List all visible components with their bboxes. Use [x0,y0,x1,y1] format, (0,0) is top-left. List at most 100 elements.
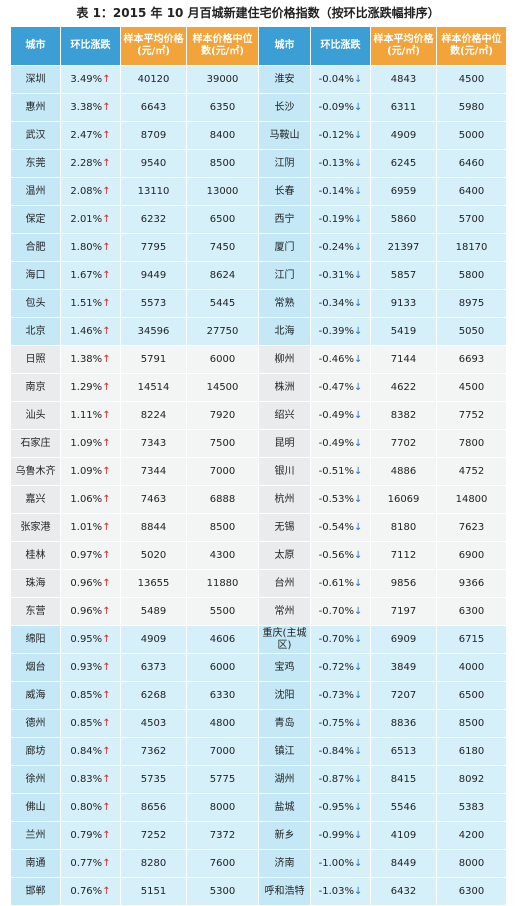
table-cell: -0.34% [310,289,371,318]
table-cell: 7795 [120,233,187,262]
table-cell: 1.67% [60,261,121,290]
table-cell: -0.19% [310,205,371,234]
table-cell: 湖州 [258,765,311,794]
table-cell: 5735 [120,765,187,794]
table-cell: 5050 [436,317,507,346]
table-cell: 13000 [186,177,259,206]
table-cell: 5383 [436,793,507,822]
table-cell: 合肥 [10,233,61,262]
table-cell: 0.95% [60,625,121,654]
table-cell: 重庆(主城区) [258,625,311,654]
table-cell: 8092 [436,765,507,794]
table-cell: 昆明 [258,429,311,458]
table-cell: 桂林 [10,541,61,570]
table-cell: -0.56% [310,541,371,570]
table-cell: 1.01% [60,513,121,542]
table-cell: 9366 [436,569,507,598]
table-cell: 4843 [370,65,437,94]
table-cell: 1.06% [60,485,121,514]
table-cell: 东营 [10,597,61,626]
table-cell: 8836 [370,709,437,738]
table-cell: 14500 [186,373,259,402]
table-cell: 淮安 [258,65,311,94]
table-cell: -0.73% [310,681,371,710]
table-cell: 0.93% [60,653,121,682]
table-cell: 0.76% [60,877,121,906]
table-cell: 5151 [120,877,187,906]
table-cell: -0.12% [310,121,371,150]
table-cell: -0.47% [310,373,371,402]
page: 表 1：2015 年 10 月百城新建住宅价格指数（按环比涨跌幅排序） 城市 环比… [0,0,516,590]
table-cell: 0.80% [60,793,121,822]
table-cell: 0.84% [60,737,121,766]
table-cell: 盐城 [258,793,311,822]
table-cell: 5857 [370,261,437,290]
table-cell: 南京 [10,373,61,402]
table-cell: 7207 [370,681,437,710]
table-cell: 6888 [186,485,259,514]
table-cell: 绍兴 [258,401,311,430]
table-cell: 日照 [10,345,61,374]
table-cell: -0.70% [310,597,371,626]
table-cell: 7344 [120,457,187,486]
table-cell: 1.51% [60,289,121,318]
table-cell: 5791 [120,345,187,374]
table-cell: 6513 [370,737,437,766]
table-cell: 6460 [436,149,507,178]
table-cell: 新乡 [258,821,311,850]
table-cell: 11880 [186,569,259,598]
table-cell: 台州 [258,569,311,598]
table-cell: -0.53% [310,485,371,514]
header-cell: 环比涨跌 [310,26,371,66]
table-cell: -0.95% [310,793,371,822]
header-cell: 样本价格中位数(元/㎡) [436,26,507,66]
table-cell: 34596 [120,317,187,346]
table-cell: 青岛 [258,709,311,738]
table-cell: 廊坊 [10,737,61,766]
table-cell: 2.28% [60,149,121,178]
table-cell: 8709 [120,121,187,150]
table-cell: 9856 [370,569,437,598]
table-cell: 6959 [370,177,437,206]
table-cell: 常州 [258,597,311,626]
table-cell: 7450 [186,233,259,262]
table-cell: -0.99% [310,821,371,850]
table-cell: 6500 [186,205,259,234]
table-cell: 常熟 [258,289,311,318]
table-cell: 8449 [370,849,437,878]
table-cell: 27750 [186,317,259,346]
table-cell: 8180 [370,513,437,542]
table-cell: 4886 [370,457,437,486]
table-cell: 3.38% [60,93,121,122]
table-cell: 4200 [436,821,507,850]
table-cell: 0.96% [60,597,121,626]
table-cell: 绵阳 [10,625,61,654]
table-cell: 南通 [10,849,61,878]
table-cell: 1.46% [60,317,121,346]
table-cell: 德州 [10,709,61,738]
table-cell: 13655 [120,569,187,598]
table-cell: 长春 [258,177,311,206]
table-cell: 8844 [120,513,187,542]
table-cell: 6693 [436,345,507,374]
table-cell: -0.46% [310,345,371,374]
table-cell: 1.09% [60,429,121,458]
table-cell: 6715 [436,625,507,654]
table-cell: 8382 [370,401,437,430]
table-cell: 武汉 [10,121,61,150]
table-cell: 7920 [186,401,259,430]
table-cell: 2.08% [60,177,121,206]
